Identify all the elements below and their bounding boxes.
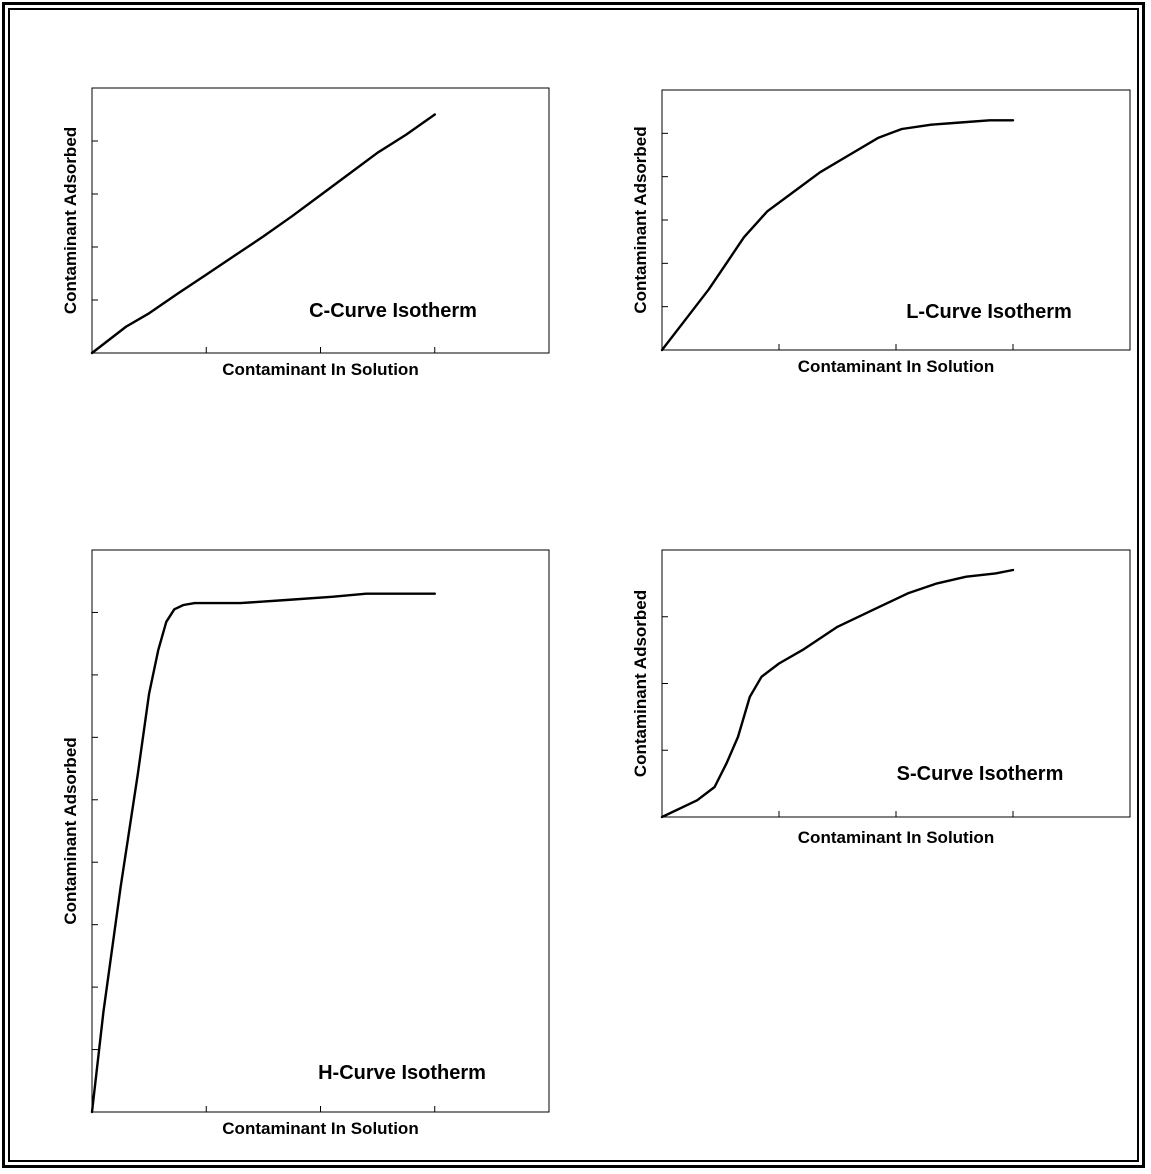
c-isotherm-line xyxy=(90,113,436,355)
h-y-axis-label: Contaminant Adsorbed xyxy=(61,737,80,924)
s-y-axis-label: Contaminant Adsorbed xyxy=(631,590,650,777)
h-x-axis-label: Contaminant In Solution xyxy=(222,1119,418,1138)
h-curve-label: H-Curve Isotherm xyxy=(318,1062,486,1084)
c-curve-label: C-Curve Isotherm xyxy=(309,300,477,322)
c-y-axis-label: Contaminant Adsorbed xyxy=(61,127,80,314)
s-isotherm-line xyxy=(660,568,1015,819)
l-isotherm-line xyxy=(660,119,1015,352)
h-plot-frame xyxy=(91,549,550,1113)
s-curve-label: S-Curve Isotherm xyxy=(897,763,1064,785)
l-curve-label: L-Curve Isotherm xyxy=(906,301,1072,323)
h-isotherm-line xyxy=(90,592,436,1114)
l-y-axis-label: Contaminant Adsorbed xyxy=(631,126,650,313)
inner-frame xyxy=(8,8,1139,1162)
l-x-axis-label: Contaminant In Solution xyxy=(798,357,994,376)
s-x-axis-label: Contaminant In Solution xyxy=(798,828,994,847)
c-x-axis-label: Contaminant In Solution xyxy=(222,360,418,379)
